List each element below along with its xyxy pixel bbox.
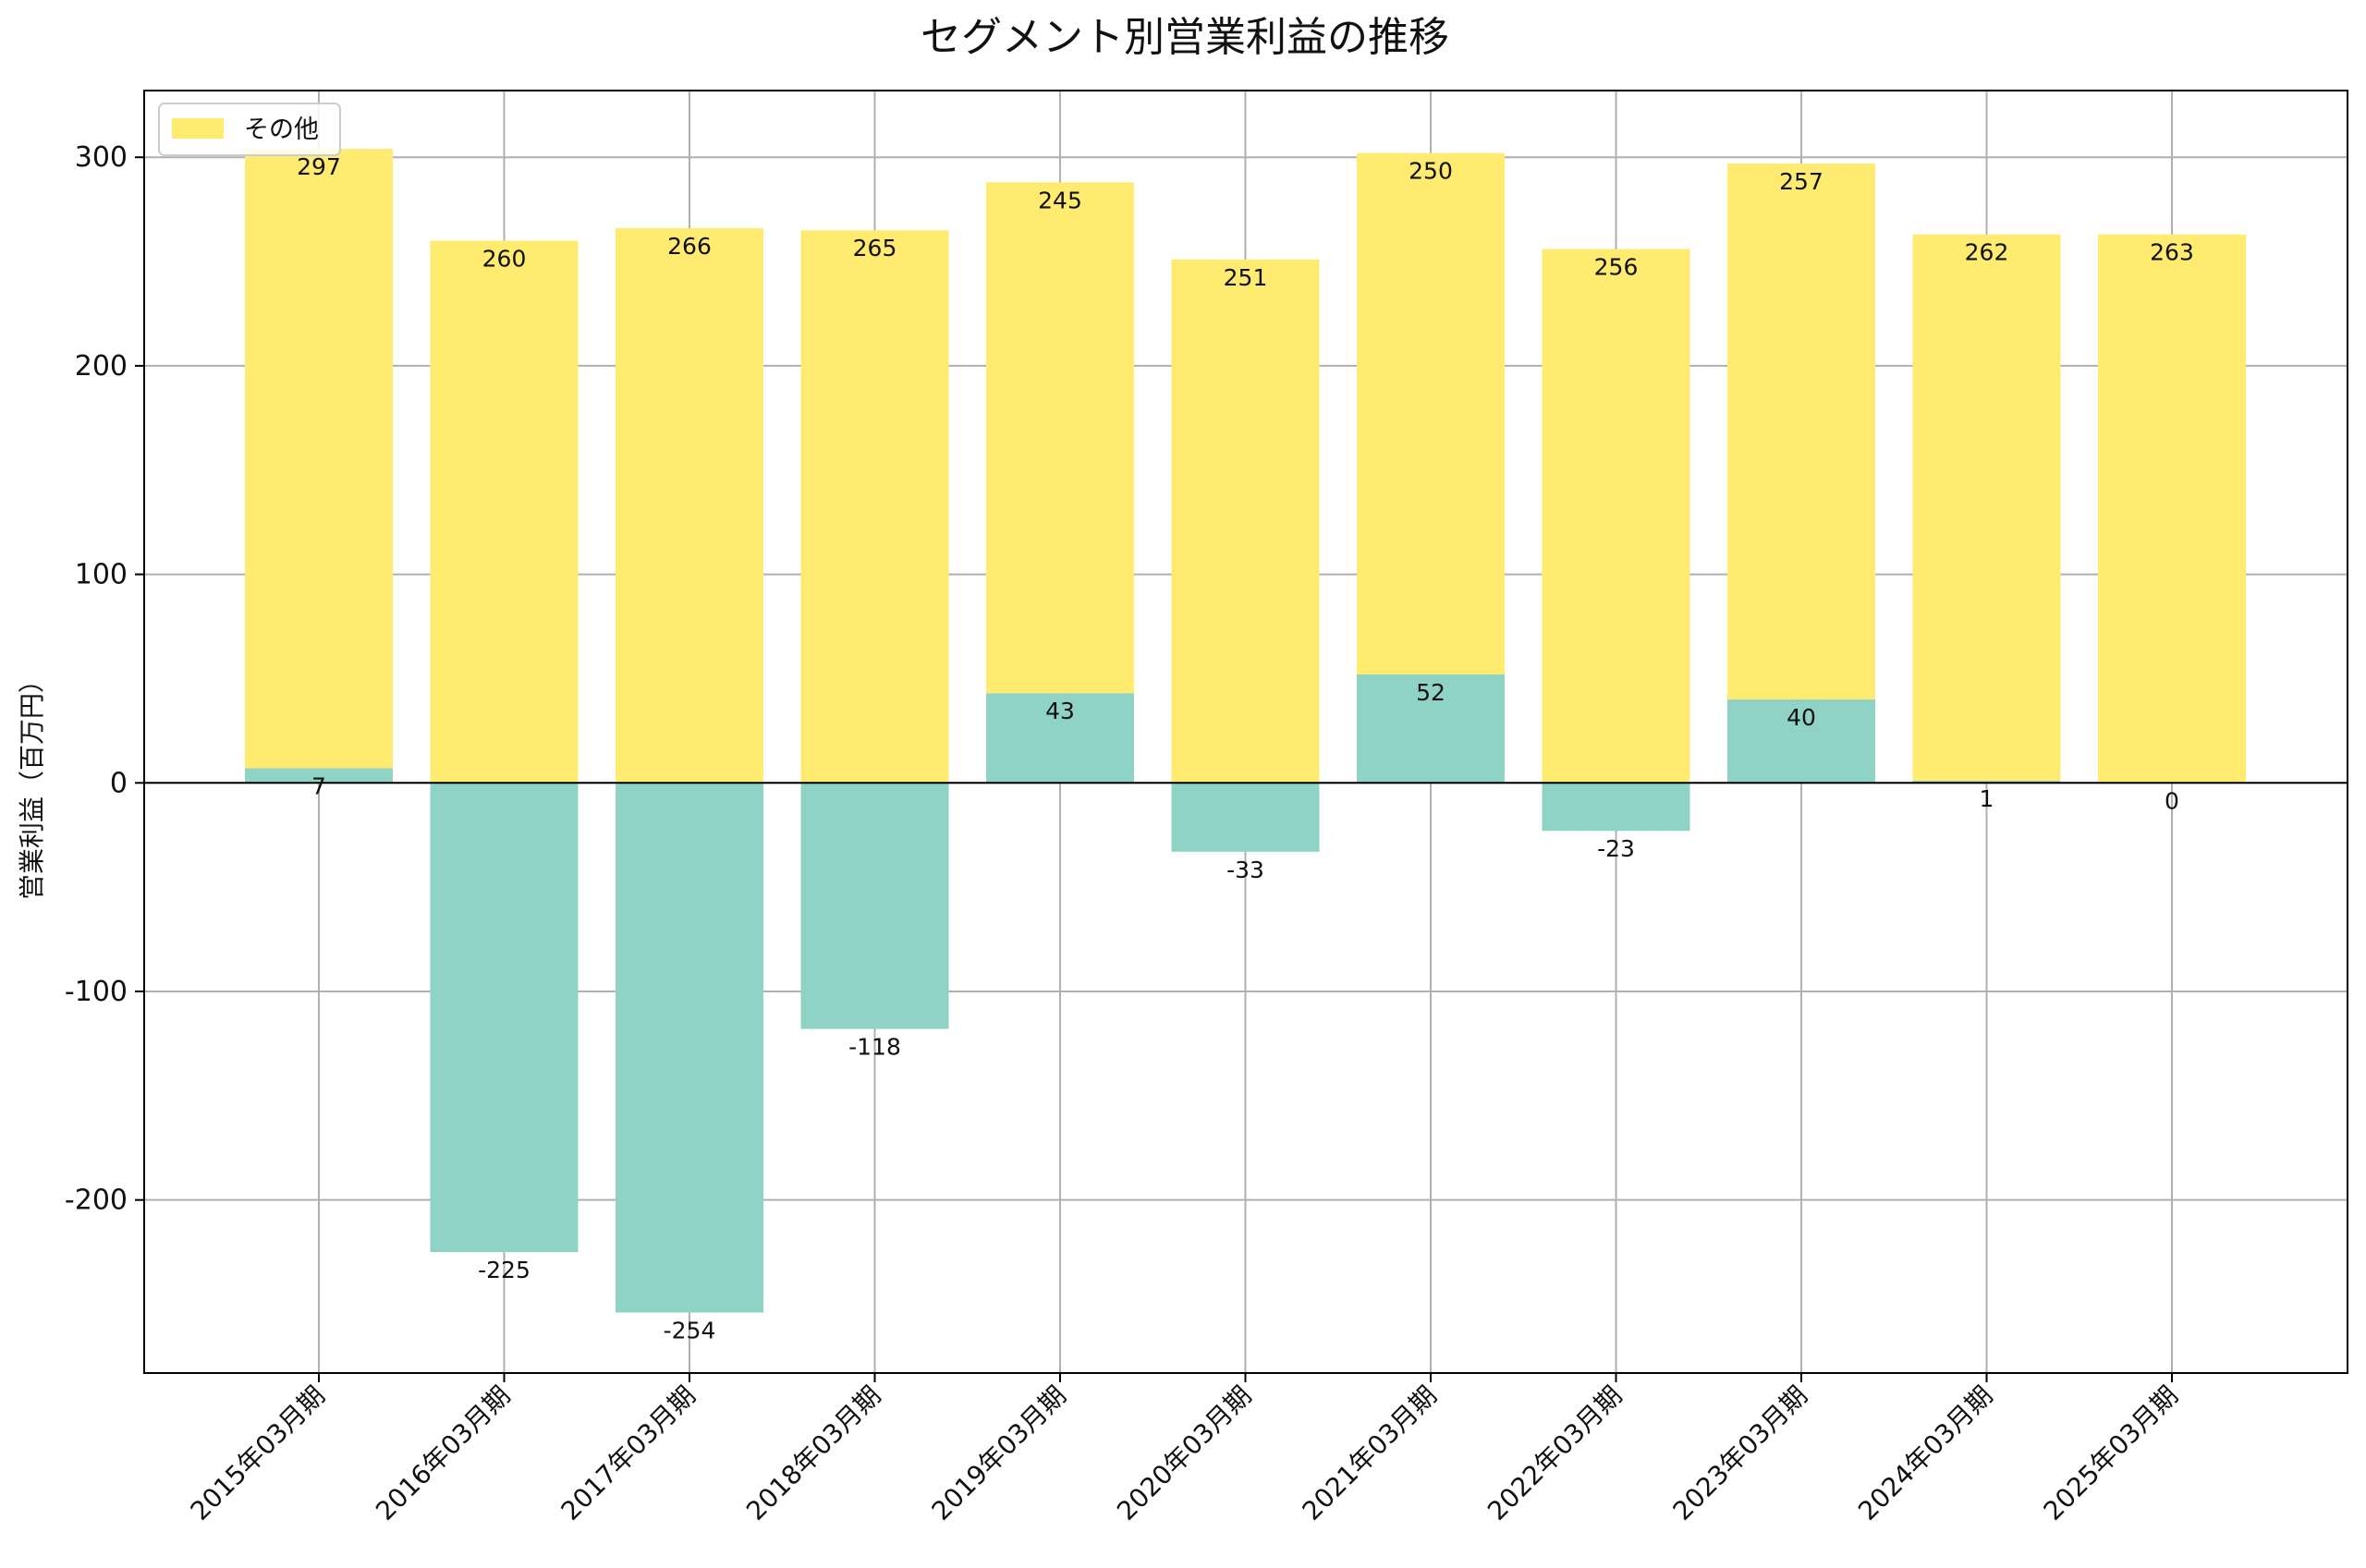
data-label: 251 — [1224, 264, 1268, 291]
bar-series-0 — [1171, 783, 1320, 852]
bar-series-0 — [800, 783, 949, 1029]
data-label: -23 — [1597, 835, 1635, 862]
data-label: 52 — [1416, 679, 1445, 706]
bar-series-1 — [986, 182, 1134, 694]
bar-series-0 — [1912, 781, 2061, 784]
bar-series-1 — [1727, 163, 1875, 700]
data-label: 262 — [1965, 239, 2009, 266]
legend-label: その他 — [244, 115, 319, 144]
y-tick-label: 200 — [75, 350, 128, 383]
chart-title: セグメント別営業利益の推移 — [921, 14, 1449, 61]
bar-series-1 — [616, 227, 763, 784]
data-label: -254 — [664, 1318, 716, 1344]
bar-series-0 — [986, 693, 1134, 784]
y-tick-label: -200 — [65, 1185, 128, 1217]
y-axis-label: 営業利益（百万円） — [17, 667, 47, 900]
bar-series-0 — [245, 768, 393, 784]
data-label: 250 — [1409, 158, 1453, 185]
legend-swatch — [172, 118, 224, 139]
data-label: 266 — [667, 233, 712, 260]
y-tick-label: 300 — [75, 141, 128, 174]
data-label: -33 — [1226, 857, 1264, 883]
data-label: 297 — [297, 153, 341, 180]
data-label: 256 — [1594, 254, 1639, 281]
legend-box — [158, 103, 341, 156]
data-labels: 7 -225 -254 -118 43 -33 52 -23 40 1 0 297 260 266 265 2… — [297, 153, 2194, 1343]
bar-series-0 — [1727, 699, 1875, 784]
bars — [245, 149, 2246, 1313]
data-label: 7 — [311, 772, 326, 799]
legend: その他 — [158, 103, 341, 156]
bar-series-1 — [1912, 234, 2061, 782]
plot-frame — [143, 90, 2348, 1374]
data-label: 257 — [1779, 168, 1823, 195]
bar-series-1 — [1357, 152, 1505, 675]
data-label: 245 — [1038, 187, 1082, 213]
bar-series-1 — [245, 149, 393, 769]
data-label: 0 — [2165, 787, 2179, 814]
bar-series-1 — [1171, 259, 1320, 784]
data-label: 1 — [1980, 785, 1994, 812]
bar-series-0 — [1357, 674, 1505, 784]
bar-series-0 — [616, 783, 763, 1313]
y-tick-label: -100 — [65, 976, 128, 1008]
bar-series-0 — [430, 783, 579, 1253]
y-tick-label: 0 — [110, 767, 128, 799]
data-label: 260 — [482, 245, 527, 272]
bar-series-1 — [2098, 234, 2246, 784]
data-label: -225 — [478, 1257, 531, 1283]
data-label: 43 — [1045, 698, 1075, 724]
bar-series-0 — [1542, 783, 1690, 832]
data-label: 40 — [1787, 704, 1816, 731]
data-label: -118 — [848, 1034, 901, 1061]
data-label: 265 — [853, 235, 897, 261]
y-tick-label: 100 — [75, 559, 128, 591]
bar-series-1 — [800, 230, 949, 784]
bar-series-1 — [430, 240, 579, 784]
data-label: 263 — [2150, 239, 2194, 266]
bar-series-1 — [1542, 249, 1690, 784]
